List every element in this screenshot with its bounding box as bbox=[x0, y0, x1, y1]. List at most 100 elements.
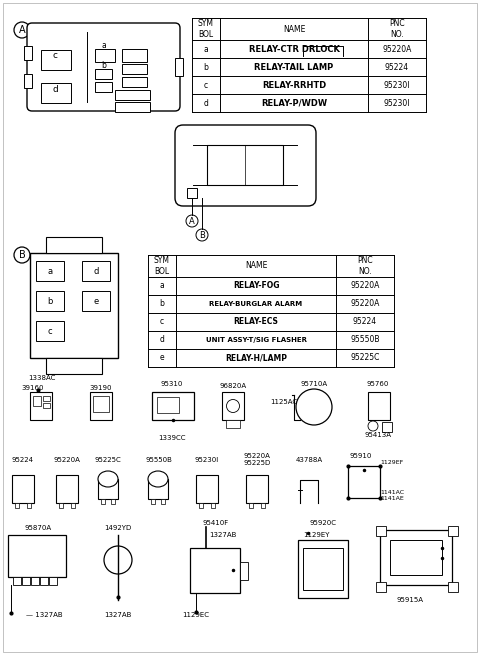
Bar bbox=[199, 503, 203, 508]
Text: a: a bbox=[204, 45, 208, 54]
Text: 95230I: 95230I bbox=[384, 98, 410, 107]
Circle shape bbox=[368, 421, 378, 431]
Text: 1327AB: 1327AB bbox=[209, 532, 237, 538]
Bar bbox=[46, 358, 102, 374]
Text: d: d bbox=[204, 98, 208, 107]
Text: B: B bbox=[199, 231, 205, 240]
Bar bbox=[122, 64, 147, 74]
Ellipse shape bbox=[148, 471, 168, 487]
Bar bbox=[36, 291, 64, 311]
Bar bbox=[448, 582, 458, 592]
Bar bbox=[122, 77, 147, 87]
Bar bbox=[207, 145, 283, 185]
Bar bbox=[190, 548, 240, 593]
Text: 95224: 95224 bbox=[385, 62, 409, 71]
Bar bbox=[43, 403, 50, 408]
Bar bbox=[448, 526, 458, 536]
Text: 43788A: 43788A bbox=[295, 457, 323, 463]
Bar bbox=[161, 499, 165, 504]
Bar bbox=[46, 237, 102, 253]
Text: c: c bbox=[204, 81, 208, 90]
Bar bbox=[43, 396, 50, 401]
Text: 95230I: 95230I bbox=[195, 457, 219, 463]
Text: d: d bbox=[52, 86, 58, 94]
Text: NAME: NAME bbox=[245, 261, 267, 271]
Text: 95920C: 95920C bbox=[310, 520, 336, 526]
Text: SYM
BOL: SYM BOL bbox=[154, 256, 170, 276]
Text: B: B bbox=[19, 250, 25, 260]
Bar bbox=[71, 503, 75, 508]
Text: 96820A: 96820A bbox=[219, 383, 247, 389]
Text: 39160: 39160 bbox=[22, 385, 44, 391]
Text: e: e bbox=[160, 354, 164, 362]
Bar bbox=[15, 503, 19, 508]
Bar bbox=[196, 475, 218, 503]
Bar bbox=[24, 74, 32, 88]
Text: PNC
NO.: PNC NO. bbox=[357, 256, 373, 276]
Bar bbox=[27, 503, 31, 508]
Bar bbox=[376, 582, 386, 592]
Bar bbox=[151, 499, 155, 504]
Text: d: d bbox=[93, 267, 99, 276]
Text: RELAY-RRHTD: RELAY-RRHTD bbox=[262, 81, 326, 90]
Bar bbox=[40, 577, 48, 585]
Text: SYM
BOL: SYM BOL bbox=[198, 19, 214, 39]
Text: 95225C: 95225C bbox=[95, 457, 121, 463]
Text: RELAY-TAIL LAMP: RELAY-TAIL LAMP bbox=[254, 62, 334, 71]
Circle shape bbox=[14, 247, 30, 263]
Text: 95224: 95224 bbox=[12, 457, 34, 463]
Bar bbox=[240, 562, 248, 580]
Bar bbox=[152, 392, 194, 420]
Text: e: e bbox=[94, 297, 98, 305]
Text: 39190: 39190 bbox=[90, 385, 112, 391]
Bar bbox=[380, 530, 452, 585]
Circle shape bbox=[196, 229, 208, 241]
Bar bbox=[30, 392, 52, 420]
Text: 95224: 95224 bbox=[353, 318, 377, 326]
Text: b: b bbox=[204, 62, 208, 71]
Bar bbox=[115, 90, 150, 100]
Text: 95220A: 95220A bbox=[54, 457, 81, 463]
Bar bbox=[36, 261, 64, 281]
Bar bbox=[148, 479, 168, 499]
Bar bbox=[30, 253, 118, 358]
Bar bbox=[13, 577, 21, 585]
Text: b: b bbox=[102, 62, 107, 71]
Bar bbox=[12, 475, 34, 503]
Text: 95225C: 95225C bbox=[350, 354, 380, 362]
Bar bbox=[95, 69, 112, 79]
Bar bbox=[36, 321, 64, 341]
Bar bbox=[56, 475, 78, 503]
Bar bbox=[41, 50, 71, 70]
Bar bbox=[348, 466, 380, 498]
Ellipse shape bbox=[98, 471, 118, 487]
Bar bbox=[211, 503, 215, 508]
Text: 95310: 95310 bbox=[161, 381, 183, 387]
Bar bbox=[226, 420, 240, 428]
Text: RELAY-ECS: RELAY-ECS bbox=[234, 318, 278, 326]
Bar bbox=[261, 503, 265, 508]
Text: — 1327AB: — 1327AB bbox=[26, 612, 62, 618]
Text: 1492YD: 1492YD bbox=[104, 525, 132, 531]
Text: d: d bbox=[159, 335, 165, 345]
Text: A: A bbox=[189, 217, 195, 225]
Text: 1141AE: 1141AE bbox=[380, 496, 404, 502]
Text: 95710A: 95710A bbox=[300, 381, 327, 387]
Text: 1339CC: 1339CC bbox=[158, 435, 186, 441]
Text: 1338AC: 1338AC bbox=[28, 375, 56, 381]
Text: UNIT ASSY-T/SIG FLASHER: UNIT ASSY-T/SIG FLASHER bbox=[205, 337, 307, 343]
Text: 95550B: 95550B bbox=[145, 457, 172, 463]
Bar bbox=[246, 475, 268, 503]
Bar bbox=[33, 396, 41, 406]
Text: 95760: 95760 bbox=[367, 381, 389, 387]
Bar bbox=[175, 58, 183, 76]
Text: 95220A: 95220A bbox=[350, 299, 380, 309]
Bar bbox=[390, 540, 442, 575]
Text: c: c bbox=[160, 318, 164, 326]
Text: a: a bbox=[102, 41, 107, 50]
Bar bbox=[376, 526, 386, 536]
Bar bbox=[22, 577, 30, 585]
Bar bbox=[82, 291, 110, 311]
Text: NAME: NAME bbox=[283, 24, 305, 33]
Circle shape bbox=[296, 389, 332, 425]
